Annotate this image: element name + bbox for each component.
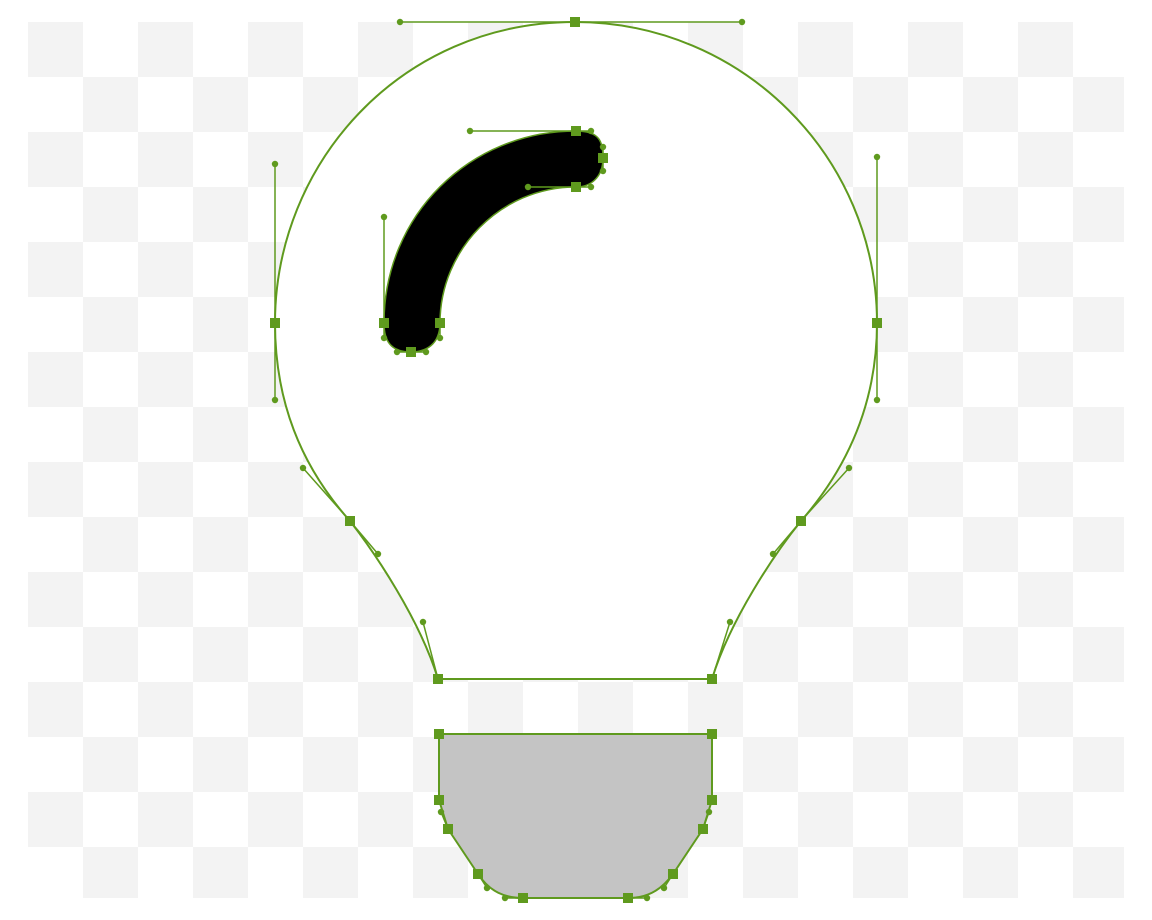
round-handle-icon[interactable] — [726, 618, 734, 626]
round-handle-icon[interactable] — [299, 464, 307, 472]
round-handle-icon[interactable] — [436, 334, 444, 342]
square-anchor-icon[interactable] — [435, 318, 445, 328]
round-handle-icon[interactable] — [501, 894, 509, 902]
round-handle-icon[interactable] — [599, 143, 607, 151]
round-handle-icon[interactable] — [873, 153, 881, 161]
square-anchor-icon[interactable] — [345, 516, 355, 526]
square-anchor-icon[interactable] — [668, 869, 678, 879]
square-anchor-icon[interactable] — [571, 182, 581, 192]
round-handle-icon[interactable] — [660, 884, 668, 892]
square-anchor-icon[interactable] — [570, 17, 580, 27]
handle-line — [349, 520, 379, 555]
round-handle-icon[interactable] — [422, 348, 430, 356]
round-handle-icon[interactable] — [873, 396, 881, 404]
square-anchor-icon[interactable] — [433, 674, 443, 684]
round-handle-icon[interactable] — [380, 213, 388, 221]
round-handle-icon[interactable] — [705, 808, 713, 816]
round-handle-icon[interactable] — [524, 183, 532, 191]
round-handle-icon[interactable] — [419, 618, 427, 626]
round-handle-icon[interactable] — [396, 18, 404, 26]
anchor-points-group — [270, 17, 882, 903]
round-handle-icon[interactable] — [271, 396, 279, 404]
square-anchor-icon[interactable] — [707, 674, 717, 684]
square-anchor-icon[interactable] — [270, 318, 280, 328]
square-anchor-icon[interactable] — [698, 824, 708, 834]
round-handle-icon[interactable] — [271, 160, 279, 168]
round-handle-icon[interactable] — [393, 348, 401, 356]
square-anchor-icon[interactable] — [707, 729, 717, 739]
round-handle-icon[interactable] — [466, 127, 474, 135]
square-anchor-icon[interactable] — [598, 153, 608, 163]
round-handle-icon[interactable] — [587, 127, 595, 135]
square-anchor-icon[interactable] — [872, 318, 882, 328]
handle-line — [422, 621, 439, 680]
handle-line — [772, 520, 802, 555]
square-anchor-icon[interactable] — [571, 126, 581, 136]
round-handle-icon[interactable] — [599, 167, 607, 175]
round-handle-icon[interactable] — [769, 550, 777, 558]
square-anchor-icon[interactable] — [623, 893, 633, 903]
round-handle-icon[interactable] — [380, 334, 388, 342]
round-handle-icon[interactable] — [437, 808, 445, 816]
square-anchor-icon[interactable] — [443, 824, 453, 834]
square-anchor-icon[interactable] — [434, 795, 444, 805]
square-anchor-icon[interactable] — [434, 729, 444, 739]
bulb-glass-shape[interactable] — [273, 20, 879, 680]
round-handle-icon[interactable] — [374, 550, 382, 558]
round-handle-icon[interactable] — [587, 183, 595, 191]
round-handle-icon[interactable] — [738, 18, 746, 26]
square-anchor-icon[interactable] — [796, 516, 806, 526]
round-handle-icon[interactable] — [845, 464, 853, 472]
handle-line — [302, 467, 351, 522]
square-anchor-icon[interactable] — [707, 795, 717, 805]
round-handle-icon[interactable] — [643, 894, 651, 902]
square-anchor-icon[interactable] — [379, 318, 389, 328]
square-anchor-icon[interactable] — [473, 869, 483, 879]
handle-line — [711, 621, 731, 680]
handle-line — [800, 467, 850, 522]
round-handle-icon[interactable] — [483, 884, 491, 892]
square-anchor-icon[interactable] — [518, 893, 528, 903]
square-anchor-icon[interactable] — [406, 347, 416, 357]
bezier-handles-group — [271, 18, 881, 902]
